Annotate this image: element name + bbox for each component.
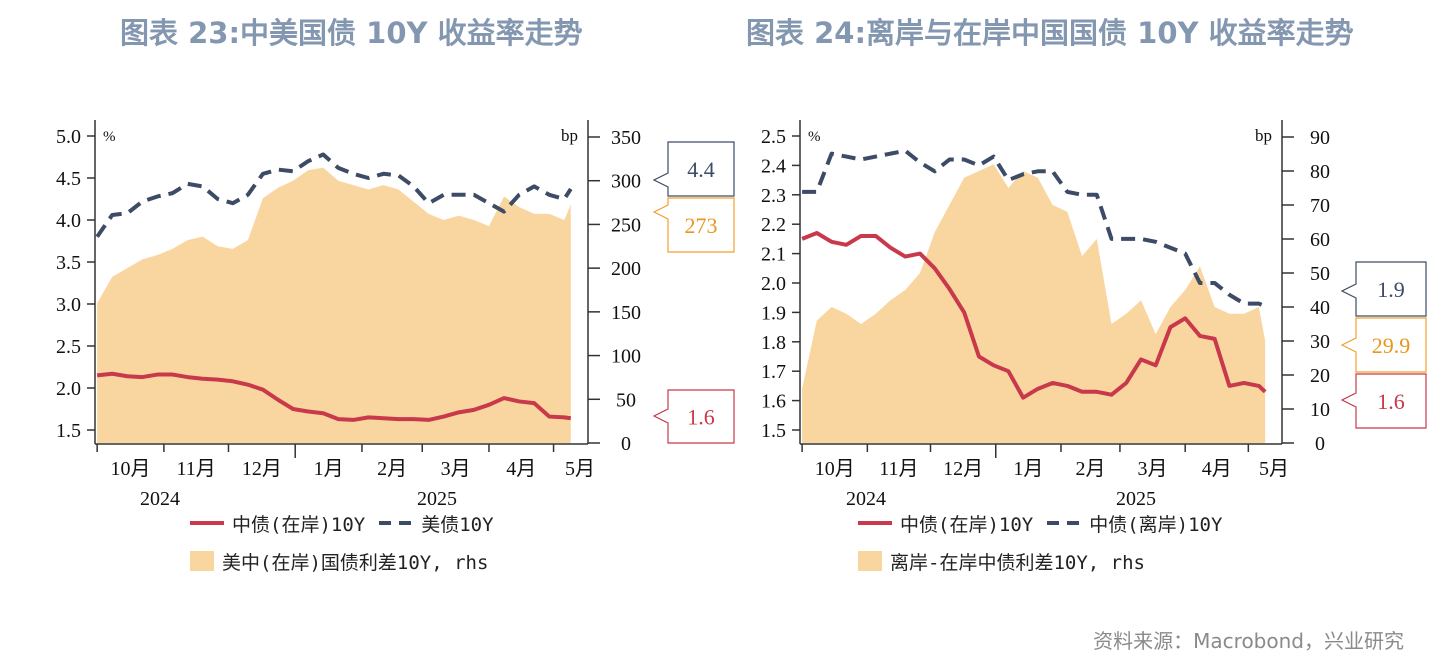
- left-chart-value-callout: [652, 197, 735, 253]
- right-chart-year-label: 2024: [846, 488, 886, 510]
- right-chart-value-callout: [1340, 261, 1427, 317]
- right-chart-ytick-label-right: 0: [1315, 433, 1325, 455]
- right-chart-ytick-label-right: 40: [1310, 297, 1330, 319]
- legend-swatch-area: [190, 551, 214, 571]
- right-chart-callout-value: 1.9: [1377, 277, 1405, 302]
- legend-label: 美中(在岸)国债利差10Y, rhs: [222, 551, 489, 574]
- legend-label: 离岸-在岸中债利差10Y, rhs: [890, 551, 1145, 574]
- right-chart-ytick-label-left: 2.3: [761, 185, 786, 207]
- source-note: 资料来源：Macrobond，兴业研究: [1093, 629, 1404, 653]
- left-chart-month-label: 3月: [441, 458, 471, 480]
- right-chart-callout-value: 1.6: [1377, 389, 1405, 414]
- legend-label: 中债(在岸)10Y: [232, 513, 366, 536]
- left-chart-ytick-label-right: 150: [611, 302, 641, 324]
- right-chart-ytick-label-left: 1.5: [761, 420, 786, 442]
- left-chart-ytick-label-left: 2.5: [56, 336, 81, 358]
- right-chart-unit-right: bp: [1255, 126, 1272, 145]
- right-chart-ytick-label-right: 90: [1310, 127, 1330, 149]
- left-chart-ytick-label-right: 350: [611, 127, 641, 149]
- right-chart-ytick-label-left: 1.8: [761, 332, 786, 354]
- left-chart-value-callout: [652, 141, 735, 197]
- right-chart-ytick-label-right: 30: [1310, 331, 1330, 353]
- right-chart-month-label: 11月: [879, 458, 918, 480]
- legend-left: 中债(在岸)10Y 美债10Y 美中(在岸)国债利差10Y, rhs: [190, 508, 494, 576]
- legend-swatch-solid: [858, 521, 892, 525]
- left-chart-month-label: 10月: [111, 458, 151, 480]
- right-chart-onshore-line: [801, 231, 1267, 400]
- right-chart-spread-area: [802, 164, 1266, 443]
- left-chart-month-label: 12月: [242, 458, 282, 480]
- left-chart-month-label: 2月: [377, 458, 407, 480]
- right-chart-unit-left: %: [808, 129, 821, 145]
- left-chart-unit-right: bp: [561, 126, 578, 145]
- right-chart-value-callout: [1340, 373, 1427, 429]
- right-chart-callout-value: 29.9: [1372, 333, 1411, 358]
- right-chart-ytick-label-right: 20: [1310, 365, 1330, 387]
- right-chart-month-label: 2月: [1075, 458, 1105, 480]
- right-chart-month-label: 3月: [1138, 458, 1168, 480]
- legend-label: 美债10Y: [421, 513, 494, 536]
- right-chart-ytick-label-right: 60: [1310, 229, 1330, 251]
- left-chart-spread-area: [97, 167, 571, 443]
- right-chart-month-label: 5月: [1259, 458, 1289, 480]
- left-chart-month-label: 11月: [177, 458, 216, 480]
- left-chart-ytick-label-left: 5.0: [56, 126, 81, 148]
- right-chart-value-callout: [1340, 317, 1427, 373]
- left-chart-onshore-line: [96, 371, 572, 422]
- chart-title-right: 图表 24:离岸与在岸中国国债 10Y 收益率走势: [746, 16, 1354, 50]
- right-chart-ytick-label-right: 70: [1310, 195, 1330, 217]
- left-chart-callout-value: 273: [685, 213, 718, 238]
- right-chart-ytick-label-left: 2.5: [761, 126, 786, 148]
- left-chart-month-label: 5月: [565, 458, 595, 480]
- legend-swatch-solid: [190, 521, 224, 525]
- right-chart-comparison-line: [802, 148, 1267, 309]
- left-chart-ytick-label-right: 0: [621, 433, 631, 455]
- left-chart-month-label: 1月: [314, 458, 344, 480]
- right-chart-ytick-label-left: 2.1: [761, 244, 786, 266]
- left-chart-comparison-line: [95, 152, 573, 238]
- right-chart-ytick-label-left: 1.9: [761, 302, 786, 324]
- right-chart-month-label: 12月: [943, 458, 983, 480]
- left-chart-unit-left: %: [103, 129, 116, 145]
- left-chart-year-label: 2025: [417, 488, 457, 510]
- right-chart-ytick-label-right: 80: [1310, 161, 1330, 183]
- legend-swatch-area: [858, 551, 882, 571]
- legend-label: 中债(在岸)10Y: [900, 513, 1034, 536]
- right-chart-month-label: 4月: [1202, 458, 1232, 480]
- right-chart-ytick-label-left: 2.0: [761, 273, 786, 295]
- legend-label: 中债(离岸)10Y: [1089, 513, 1223, 536]
- left-chart-ytick-label-left: 4.5: [56, 168, 81, 190]
- right-chart-month-label: 10月: [815, 458, 855, 480]
- left-chart-ytick-label-left: 4.0: [56, 210, 81, 232]
- left-chart-ytick-label-left: 2.0: [56, 378, 81, 400]
- right-chart-year-label: 2025: [1116, 488, 1156, 510]
- left-chart-ytick-label-right: 50: [616, 389, 636, 411]
- left-chart-callout-value: 1.6: [687, 405, 715, 430]
- left-chart-ytick-label-right: 300: [611, 171, 641, 193]
- left-chart-year-label: 2024: [140, 488, 180, 510]
- chart-title-left: 图表 23:中美国债 10Y 收益率走势: [120, 16, 583, 50]
- left-chart-ytick-label-right: 200: [611, 258, 641, 280]
- right-chart-ytick-label-left: 1.7: [761, 361, 786, 383]
- left-chart-ytick-label-left: 3.0: [56, 294, 81, 316]
- left-chart-ytick-label-right: 100: [611, 346, 641, 368]
- right-chart-ytick-label-left: 2.4: [761, 155, 786, 177]
- right-chart-ytick-label-left: 1.6: [761, 391, 786, 413]
- left-chart-ytick-label-left: 3.5: [56, 252, 81, 274]
- left-chart-ytick-label-left: 1.5: [56, 420, 81, 442]
- left-chart-ytick-label-right: 250: [611, 214, 641, 236]
- legend-swatch-dashed: [1047, 521, 1082, 525]
- right-chart-ytick-label-right: 10: [1310, 399, 1330, 421]
- right-chart-month-label: 1月: [1013, 458, 1043, 480]
- right-chart-ytick-label-right: 50: [1310, 263, 1330, 285]
- right-chart-ytick-label-left: 2.2: [761, 214, 786, 236]
- legend-swatch-dashed: [379, 521, 414, 525]
- legend-right: 中债(在岸)10Y 中债(离岸)10Y 离岸-在岸中债利差10Y, rhs: [858, 508, 1222, 576]
- left-chart-month-label: 4月: [506, 458, 536, 480]
- left-chart-callout-value: 4.4: [687, 157, 715, 182]
- left-chart-value-callout: [652, 389, 735, 444]
